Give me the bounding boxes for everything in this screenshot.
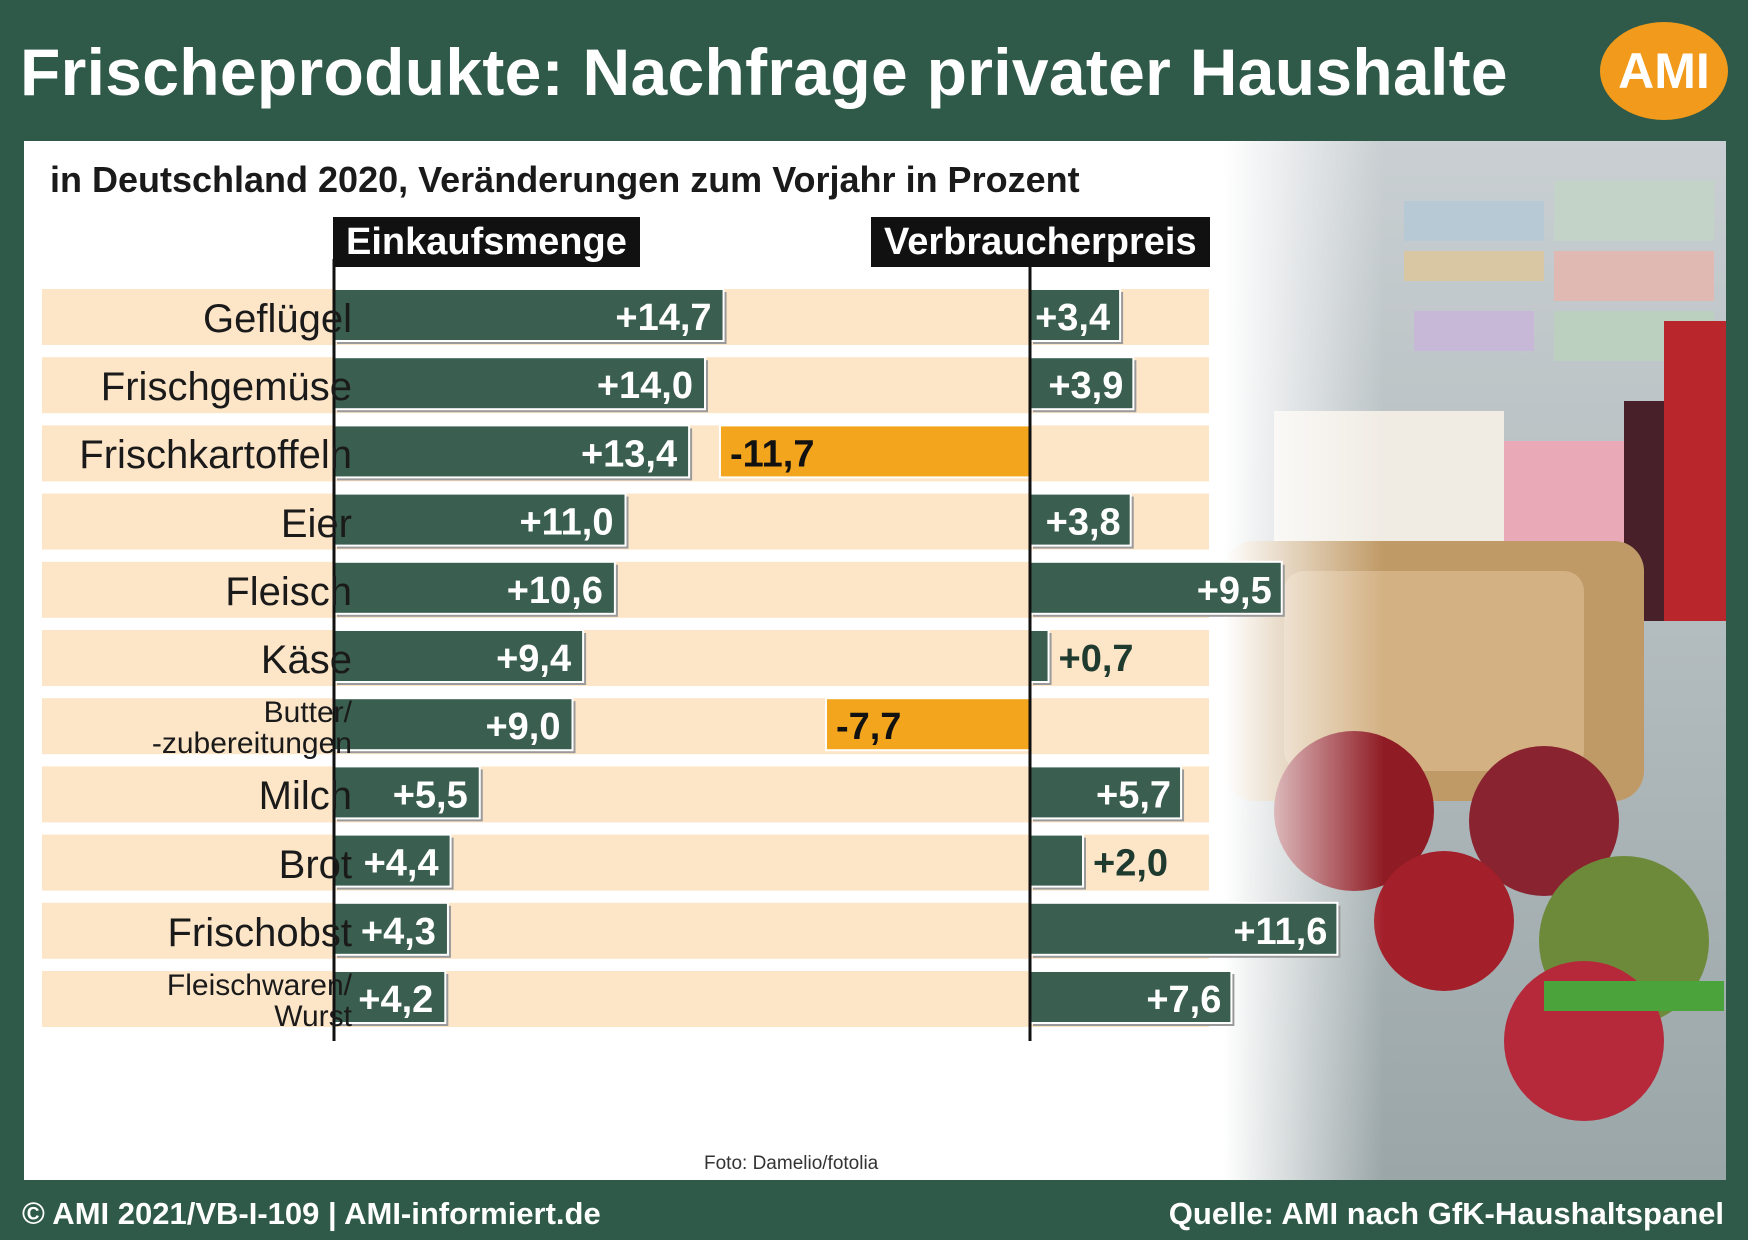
category-label: Geflügel [203, 298, 352, 340]
chart-subtitle: in Deutschland 2020, Veränderungen zum V… [50, 159, 1080, 200]
category-label: Frischobst [168, 912, 353, 954]
value-label-einkaufsmenge: +11,0 [519, 502, 613, 544]
category-label-line: Brot [278, 842, 352, 887]
value-label-einkaufsmenge: +5,5 [393, 774, 468, 816]
category-label: Brot [279, 844, 352, 886]
category-label-line: Fleisch [225, 569, 352, 614]
bar-verbraucherpreis [1029, 560, 1283, 615]
chart-panel: in Deutschland 2020, Veränderungen zum V… [24, 141, 1726, 1180]
row-band [42, 561, 1209, 618]
value-label-verbraucherpreis: +3,4 [1035, 297, 1110, 339]
value-label-verbraucherpreis: +3,8 [1046, 502, 1121, 544]
bar-verbraucherpreis-negative [718, 424, 1031, 479]
category-label-line: Frischobst [167, 910, 353, 955]
bar-verbraucherpreis [1029, 629, 1050, 683]
value-label-verbraucherpreis: +2,0 [1093, 843, 1168, 885]
bar-einkaufsmenge [333, 970, 447, 1024]
value-label-verbraucherpreis: +9,5 [1197, 570, 1272, 612]
value-label-einkaufsmenge: +13,4 [581, 433, 677, 475]
value-label-einkaufsmenge: +9,0 [485, 706, 560, 748]
value-label-verbraucherpreis: +11,6 [1233, 911, 1327, 953]
value-label-einkaufsmenge: +10,6 [507, 570, 603, 612]
value-label-verbraucherpreis: +5,7 [1096, 774, 1171, 816]
category-label-line: -zubereitungen [151, 727, 352, 761]
category-label-line: Frischgemüse [100, 365, 352, 410]
bar-einkaufsmenge [333, 356, 706, 411]
category-label-line: Wurst [274, 1000, 352, 1033]
value-label-einkaufsmenge: +4,4 [364, 843, 439, 885]
category-label: Fleischwaren/Wurst [167, 970, 352, 1032]
ami-logo: AMI [1600, 22, 1728, 120]
category-label-line: Geflügel [203, 297, 352, 341]
value-label-verbraucherpreis: +0,7 [1059, 638, 1134, 680]
footer-copyright: © AMI 2021/VB-I-109 | AMI-informiert.de [22, 1196, 601, 1231]
row-band [42, 902, 1209, 959]
value-label-einkaufsmenge: +14,0 [597, 365, 693, 407]
bar-chart: +14,7 +3,4 +14,0 +3,9 +13,4 -11,7 +11,0 +3,8 +10… [42, 259, 1341, 1041]
bar-einkaufsmenge [333, 424, 691, 479]
category-label-line: Käse [260, 638, 352, 682]
bar-einkaufsmenge [333, 833, 452, 888]
category-label: Butter/-zubereitungen [152, 697, 352, 759]
bar-verbraucherpreis-negative [824, 697, 1032, 752]
bar-einkaufsmenge [333, 560, 616, 615]
value-label-verbraucherpreis: +3,9 [1048, 365, 1123, 407]
bar-einkaufsmenge [333, 901, 449, 956]
category-label: Eier [281, 503, 352, 545]
category-label: Milch [259, 775, 352, 817]
row-band [42, 971, 1209, 1027]
value-label-einkaufsmenge: +9,4 [496, 638, 571, 680]
category-label: Käse [261, 639, 352, 681]
value-label-einkaufsmenge: +4,3 [361, 911, 436, 953]
bar-verbraucherpreis [1029, 833, 1084, 888]
row-band [42, 766, 1209, 823]
series-label-verbraucherpreis: Verbraucherpreis [871, 217, 1210, 267]
bar-einkaufsmenge [333, 697, 574, 752]
value-label-verbraucherpreis: -11,7 [730, 433, 815, 475]
page-title: Frischeprodukte: Nachfrage privater Haus… [20, 35, 1508, 109]
footer-source: Quelle: AMI nach GfK-Haushaltspanel [1168, 1196, 1724, 1231]
category-label-line: Eier [280, 501, 352, 546]
bar-einkaufsmenge [333, 765, 481, 820]
value-label-verbraucherpreis: -7,7 [836, 706, 901, 748]
category-label-line: Fleischwaren/ [166, 969, 352, 1002]
bar-einkaufsmenge [333, 492, 627, 547]
category-label-line: Milch [258, 774, 352, 819]
photo-credit: Foto: Damelio/fotolia [704, 1153, 879, 1174]
category-label: Fleisch [225, 571, 352, 613]
value-label-verbraucherpreis: +7,6 [1146, 979, 1221, 1021]
category-label: Frischkartoffeln [79, 434, 352, 476]
value-label-einkaufsmenge: +4,2 [358, 979, 433, 1021]
category-label-line: Butter/ [263, 696, 352, 730]
bar-verbraucherpreis [1029, 901, 1339, 956]
row-band [42, 630, 1209, 686]
category-label: Frischgemüse [101, 366, 352, 408]
bar-einkaufsmenge [333, 288, 725, 342]
supermarket-photo [1224, 141, 1726, 1180]
bar-verbraucherpreis [1029, 356, 1135, 411]
series-label-einkaufsmenge: Einkaufsmenge [333, 217, 640, 267]
value-label-einkaufsmenge: +14,7 [615, 297, 711, 339]
bar-verbraucherpreis [1029, 288, 1122, 342]
row-band [42, 834, 1209, 891]
category-label-line: Frischkartoffeln [79, 433, 352, 478]
